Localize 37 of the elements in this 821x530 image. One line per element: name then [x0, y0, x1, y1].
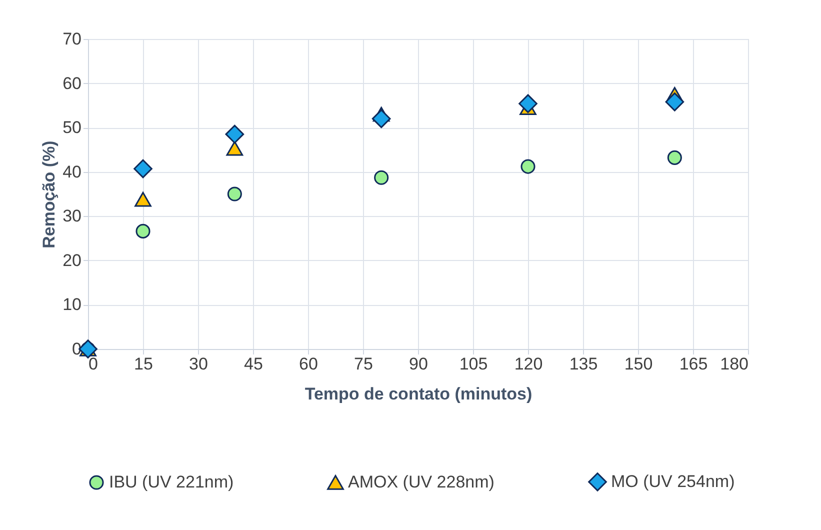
- y-tick-label: 30: [62, 206, 82, 226]
- x-tick-label: 120: [514, 354, 543, 374]
- point: [134, 159, 152, 178]
- y-tick-label: 40: [62, 162, 82, 182]
- x-axis-title: Tempo de contato (minutos): [304, 384, 532, 404]
- point: [665, 92, 684, 112]
- x-tick-label: 180: [720, 354, 748, 374]
- x-tick-label: 135: [569, 354, 598, 374]
- y-tick-label: 50: [62, 118, 82, 138]
- point: [520, 159, 536, 174]
- point: [518, 94, 538, 114]
- y-tick-label: 20: [62, 250, 82, 270]
- point: [226, 141, 244, 156]
- point: [227, 186, 242, 202]
- point: [372, 109, 391, 128]
- y-tick-label: 60: [62, 74, 82, 93]
- point: [136, 224, 150, 238]
- x-tick-label: 165: [679, 354, 708, 374]
- x-tick-label: 75: [354, 354, 373, 374]
- x-tick-label: 150: [624, 354, 653, 374]
- x-tick-label: 90: [409, 354, 428, 374]
- x-tick-label: 0: [88, 354, 98, 374]
- point: [374, 170, 389, 185]
- x-tick-label: 30: [189, 354, 208, 374]
- x-tick-label: 105: [459, 354, 488, 374]
- y-tick-label: 70: [62, 30, 82, 48]
- point: [667, 150, 682, 165]
- y-tick-label: 10: [62, 295, 82, 314]
- legend-label: MO (UV 254nm): [611, 472, 735, 491]
- x-tick-label: 60: [299, 354, 318, 374]
- legend-label: AMOX (UV 228nm): [348, 472, 494, 492]
- legend-label: IBU (UV 221nm): [109, 472, 234, 492]
- point: [134, 192, 152, 207]
- x-tick-label: 15: [134, 354, 153, 374]
- point: [225, 124, 244, 144]
- y-axis-title: Remoção (%): [40, 140, 59, 248]
- x-tick-label: 45: [244, 354, 263, 374]
